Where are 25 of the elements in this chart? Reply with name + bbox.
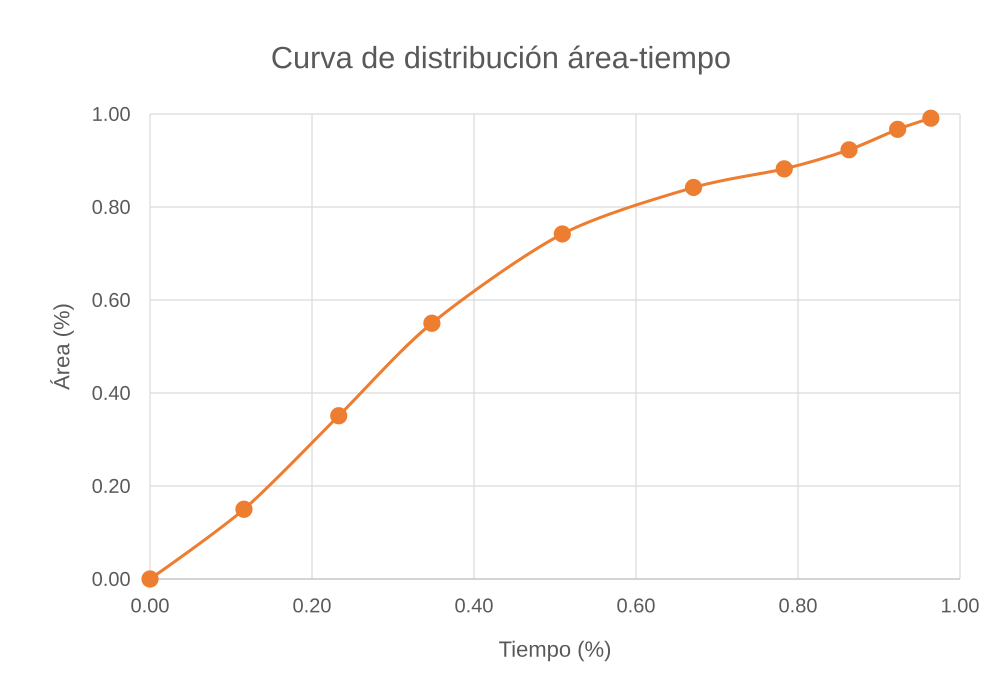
x-axis-title: Tiempo (%): [499, 640, 610, 662]
x-tick-label: 0.20: [293, 598, 331, 613]
x-tick-label: 0.40: [455, 598, 493, 613]
point: [141, 570, 159, 588]
point: [423, 314, 440, 332]
y-axis-title: Área (%): [50, 304, 74, 390]
x-tick-label: 1.00: [942, 598, 979, 613]
point: [235, 500, 253, 518]
y-tick-label: 0.80: [92, 200, 130, 214]
y-tick-label: 1.00: [93, 106, 130, 122]
point: [922, 110, 940, 127]
x-tick-label: 0.00: [131, 598, 169, 613]
point: [684, 178, 702, 196]
y-tick-label: 0.40: [92, 386, 130, 400]
x-tick-label: 0.80: [779, 598, 817, 613]
point: [840, 141, 858, 158]
y-tick-label: 0.60: [92, 292, 130, 308]
point: [776, 160, 793, 178]
point: [330, 407, 348, 424]
x-tick-label: 0.60: [617, 598, 655, 613]
y-tick-label: 0.00: [92, 572, 130, 586]
y-tick-label: 0.20: [92, 478, 130, 494]
chart-title: Curva de distribución área-tiempo: [272, 46, 730, 74]
point: [554, 225, 571, 243]
point: [889, 120, 906, 138]
